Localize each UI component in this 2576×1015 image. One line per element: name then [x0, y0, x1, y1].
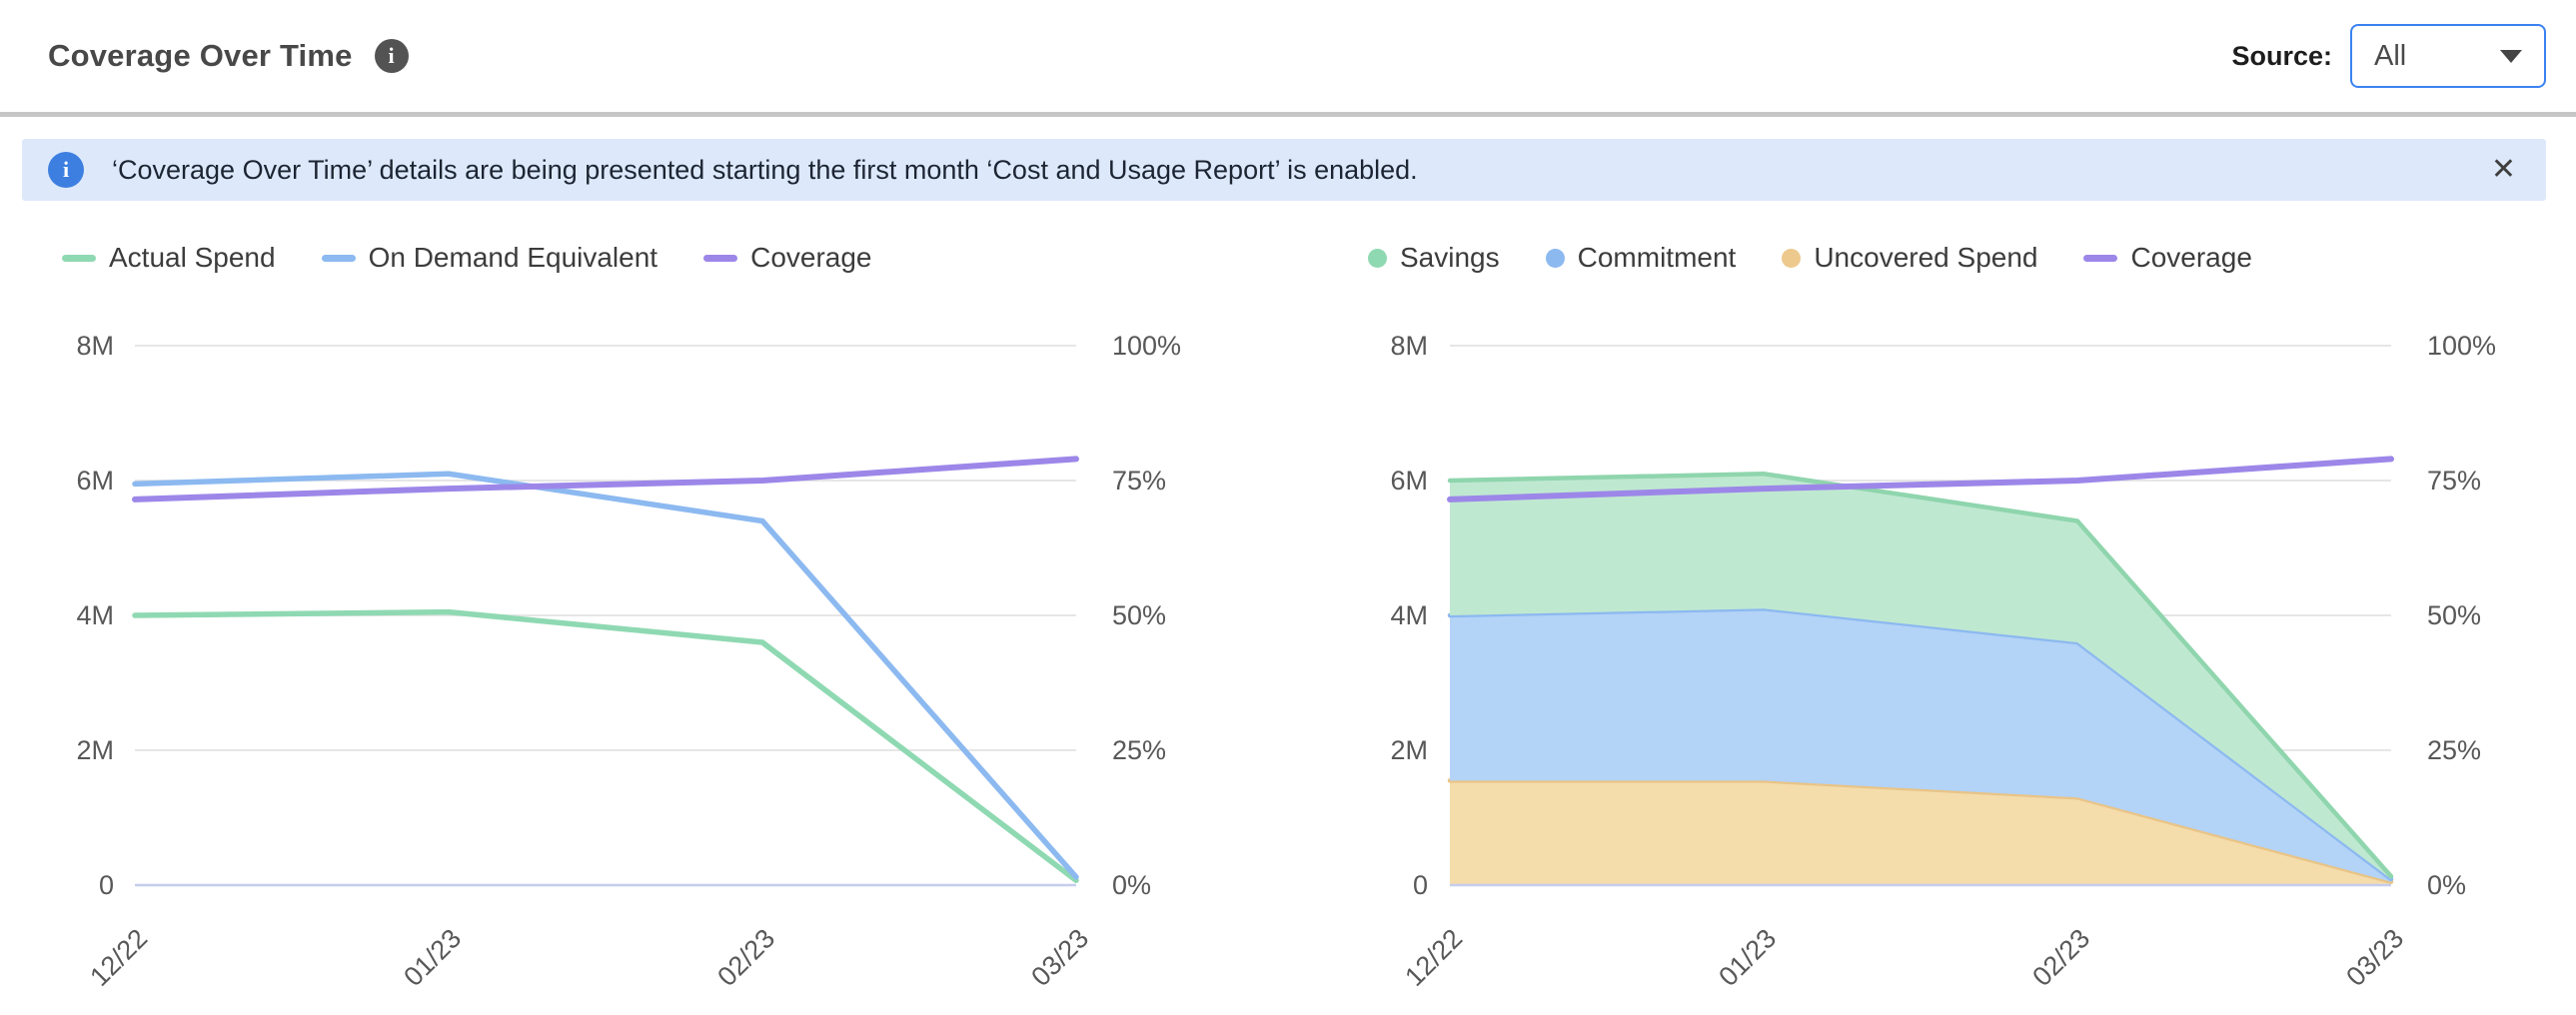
charts-row: Actual Spend On Demand Equivalent Coverage…: [0, 241, 2576, 998]
header-divider: [0, 112, 2576, 117]
svg-text:02/23: 02/23: [2026, 923, 2095, 992]
svg-text:0%: 0%: [1112, 870, 1151, 900]
legend-dot-swatch: [1782, 248, 1802, 268]
legend-label: Uncovered Spend: [1814, 242, 2038, 273]
legend-label: Coverage: [2130, 242, 2252, 273]
info-banner: i ‘Coverage Over Time’ details are being…: [22, 139, 2546, 201]
svg-text:03/23: 03/23: [1025, 923, 1094, 992]
svg-text:0: 0: [1413, 870, 1428, 900]
svg-text:4M: 4M: [1390, 600, 1428, 630]
legend-item[interactable]: Commitment: [1545, 242, 1737, 274]
legend-label: On Demand Equivalent: [368, 242, 658, 273]
svg-text:01/23: 01/23: [398, 923, 467, 992]
legend-label: Savings: [1400, 242, 1500, 273]
svg-text:12/22: 12/22: [84, 923, 153, 992]
legend-item[interactable]: Coverage: [703, 242, 872, 274]
svg-text:50%: 50%: [1112, 600, 1166, 630]
svg-text:02/23: 02/23: [711, 923, 780, 992]
svg-text:0: 0: [99, 870, 114, 900]
svg-text:75%: 75%: [2427, 466, 2481, 496]
svg-text:100%: 100%: [1112, 331, 1181, 361]
svg-text:4M: 4M: [76, 600, 114, 630]
chevron-down-icon: [2500, 49, 2522, 63]
source-dropdown[interactable]: All: [2350, 24, 2546, 88]
legend-label: Coverage: [750, 242, 872, 273]
legend-line-swatch: [321, 254, 356, 262]
source-group: Source: All: [2231, 24, 2546, 88]
svg-text:6M: 6M: [1390, 466, 1428, 496]
banner-close-button[interactable]: ✕: [2485, 151, 2522, 189]
legend-item[interactable]: On Demand Equivalent: [321, 242, 658, 274]
title-info-icon[interactable]: i: [374, 39, 409, 73]
svg-text:6M: 6M: [76, 466, 114, 496]
close-icon: ✕: [2490, 153, 2516, 186]
page-title: Coverage Over Time: [48, 38, 353, 73]
legend-dot-swatch: [1368, 248, 1387, 268]
spend-coverage-line-chart[interactable]: 8M 100% 6M 75% 4M 50% 2M 25% 0 0% 12/22 01/23 02/23 0…: [24, 299, 1288, 998]
banner-info-icon: i: [48, 152, 84, 188]
banner-text: ‘Coverage Over Time’ details are being p…: [112, 154, 1418, 185]
svg-text:100%: 100%: [2427, 331, 2496, 361]
svg-text:03/23: 03/23: [2340, 923, 2409, 992]
legend-label: Commitment: [1577, 242, 1737, 273]
svg-text:2M: 2M: [76, 735, 114, 765]
savings-stack-area-chart[interactable]: 8M 100% 6M 75% 4M 50% 2M 25% 0 0% 12/22 01/23 02/23 0…: [1288, 299, 2552, 998]
legend-item[interactable]: Uncovered Spend: [1782, 242, 2037, 274]
savings-stack-area-chart-panel: Savings Commitment Uncovered Spend Coverage…: [1288, 241, 2552, 998]
svg-text:75%: 75%: [1112, 466, 1166, 496]
legend-item[interactable]: Savings: [1368, 242, 1500, 274]
header: Coverage Over Time i Source: All: [0, 0, 2576, 112]
legend-dot-swatch: [1545, 248, 1565, 268]
legend-item[interactable]: Actual Spend: [62, 242, 276, 274]
i-glyph: i: [62, 157, 70, 182]
i-glyph: i: [388, 43, 395, 68]
svg-text:50%: 50%: [2427, 600, 2481, 630]
area-chart-legend: Savings Commitment Uncovered Spend Coverage: [1368, 241, 2552, 275]
legend-line-swatch: [2083, 254, 2118, 262]
svg-text:25%: 25%: [2427, 735, 2481, 765]
svg-text:0%: 0%: [2427, 870, 2466, 900]
svg-text:8M: 8M: [76, 331, 114, 361]
spend-coverage-line-chart-panel: Actual Spend On Demand Equivalent Coverage…: [24, 241, 1288, 998]
svg-text:25%: 25%: [1112, 735, 1166, 765]
legend-line-swatch: [62, 254, 96, 262]
svg-text:2M: 2M: [1390, 735, 1428, 765]
source-label: Source:: [2231, 40, 2332, 71]
svg-text:12/22: 12/22: [1399, 923, 1468, 992]
source-dropdown-value: All: [2374, 39, 2407, 72]
legend-label: Actual Spend: [109, 242, 276, 273]
legend-item[interactable]: Coverage: [2083, 242, 2252, 274]
line-chart-legend: Actual Spend On Demand Equivalent Coverage: [62, 241, 1288, 275]
title-group: Coverage Over Time i: [48, 38, 409, 74]
legend-line-swatch: [703, 254, 738, 262]
svg-text:01/23: 01/23: [1713, 923, 1782, 992]
svg-text:8M: 8M: [1390, 331, 1428, 361]
